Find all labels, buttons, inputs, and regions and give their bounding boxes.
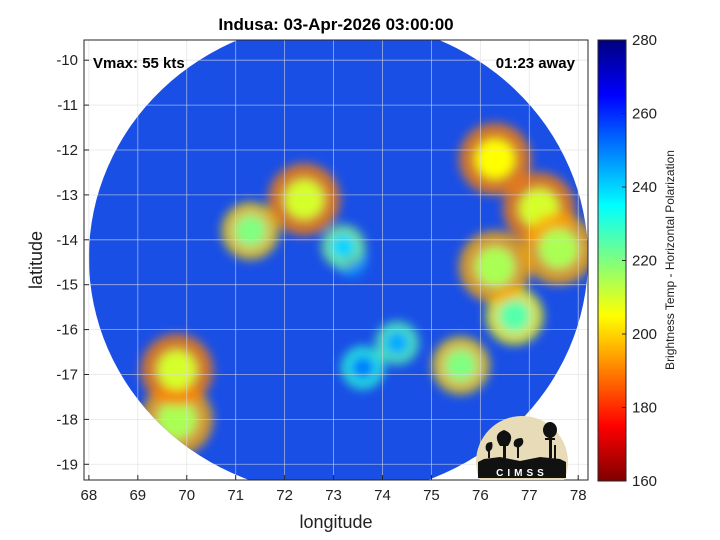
colorbar-tick-label: 260 <box>632 106 657 123</box>
feature-core-eye-wall-north <box>331 234 356 259</box>
y-tick-label: -11 <box>57 97 78 114</box>
y-axis-ticks: -10 -11 -12 -13 -14 -15 -16 -17 -18 -19 <box>56 52 89 473</box>
y-tick-label: -16 <box>56 322 78 339</box>
x-tick-label: 71 <box>227 487 244 504</box>
feature-core-east-band-1 <box>498 300 531 333</box>
colorbar-tick-label: 160 <box>632 473 657 490</box>
y-tick-label: -12 <box>56 142 78 159</box>
feature-core-south-band-peak <box>350 355 375 380</box>
y-tick-label: -14 <box>56 232 78 249</box>
x-tick-label: 72 <box>276 487 293 504</box>
grid-lines <box>84 40 588 480</box>
y-tick-label: -10 <box>56 52 78 69</box>
colorbar-tick-label: 240 <box>632 179 657 196</box>
y-tick-label: -17 <box>56 366 78 383</box>
logo-text: CIMSS <box>496 468 548 479</box>
x-tick-label: 74 <box>374 487 391 504</box>
colorbar-tick-label: 200 <box>632 326 657 343</box>
vmax-annotation: Vmax: 55 kts <box>93 55 185 72</box>
feature-core-east-band-2 <box>475 246 516 287</box>
x-tick-label: 68 <box>81 487 98 504</box>
colorbar-tick-label: 180 <box>632 400 657 417</box>
colorbar-label: Brightness Temp - Horizontal Polarizatio… <box>663 150 677 370</box>
x-tick-label: 75 <box>423 487 440 504</box>
feature-core-northeast-band <box>475 138 516 179</box>
y-axis-label: latitude <box>26 231 46 289</box>
colorbar-ticks: 160 180 200 220 240 260 280 <box>622 32 657 490</box>
y-tick-label: -18 <box>56 411 78 428</box>
y-tick-label: -19 <box>56 456 78 473</box>
feature-core-northwest-arc <box>284 179 325 220</box>
x-tick-label: 70 <box>178 487 195 504</box>
x-tick-label: 77 <box>521 487 538 504</box>
feature-core-far-east-band <box>538 228 579 269</box>
x-axis-label: longitude <box>299 512 372 532</box>
cimss-logo: CIMSS <box>476 416 568 480</box>
swath-layer <box>88 40 588 480</box>
colorbar-tick-label: 220 <box>632 253 657 270</box>
x-tick-label: 69 <box>129 487 146 504</box>
x-tick-label: 76 <box>472 487 489 504</box>
plot-frame <box>83 39 589 481</box>
y-tick-label: -13 <box>56 187 78 204</box>
x-tick-label: 78 <box>570 487 587 504</box>
brightness-temperature-swath <box>88 40 588 480</box>
feature-core-west-arc <box>234 214 267 247</box>
y-tick-label: -15 <box>56 277 78 294</box>
colorbar-tick-label: 280 <box>632 32 657 49</box>
x-tick-label: 73 <box>325 487 342 504</box>
x-axis-ticks: 68 69 70 71 72 73 74 75 76 77 78 <box>81 475 587 504</box>
colorbar <box>597 39 627 482</box>
feature-core-west-cluster <box>156 350 197 390</box>
feature-core-south-band-east <box>385 331 410 356</box>
chart-title: Indusa: 03-Apr-2026 03:00:00 <box>218 15 453 34</box>
feature-core-southeast-band <box>444 349 477 382</box>
time-away-annotation: 01:23 away <box>496 55 576 72</box>
